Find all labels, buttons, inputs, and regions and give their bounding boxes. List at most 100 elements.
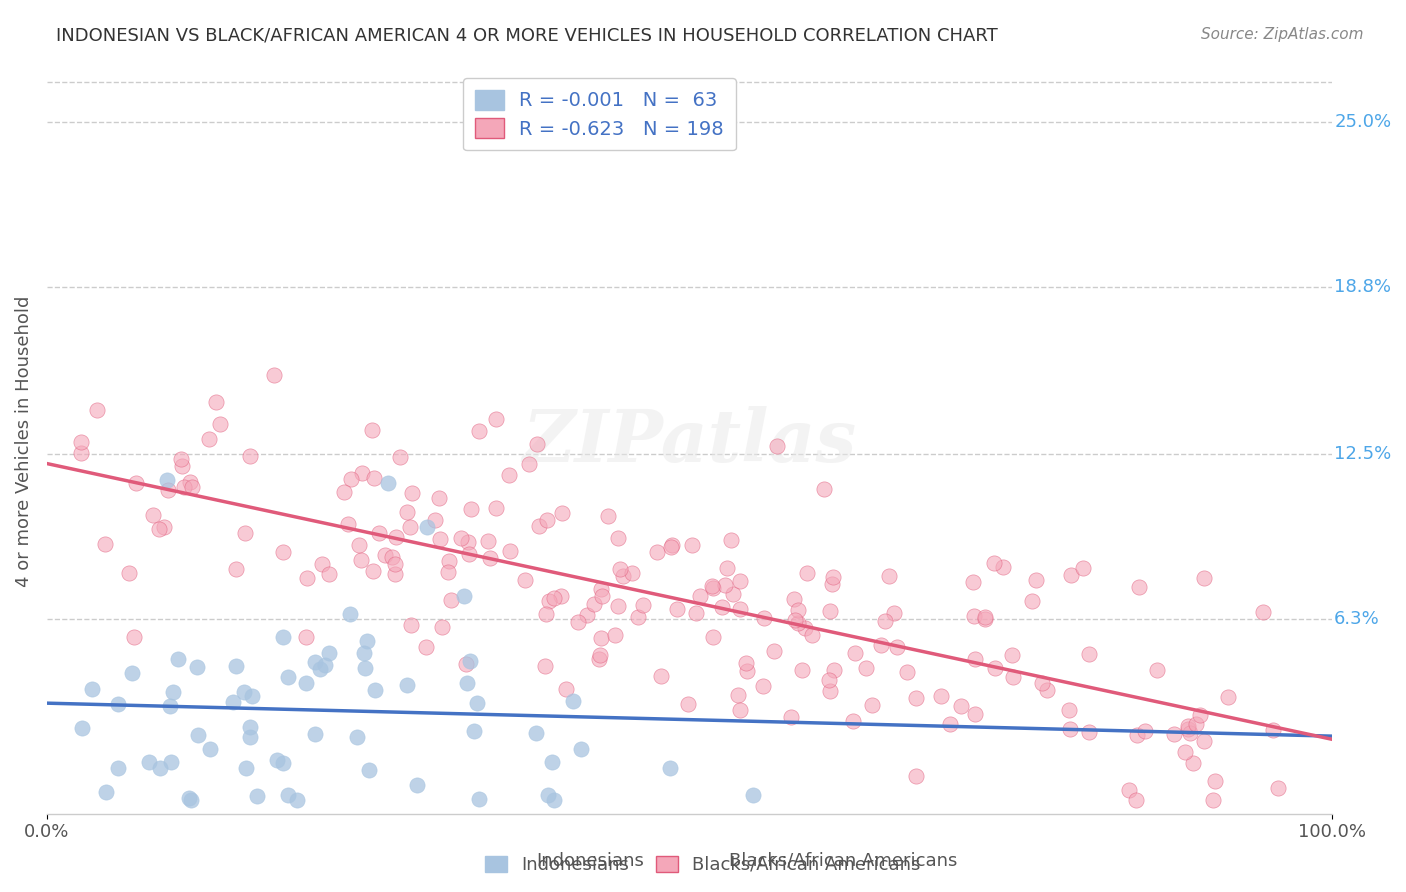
Point (730, 703, 752, 717)
Point (766, 439, 789, 453)
Point (162, 684, 184, 698)
Point (1251, 605, 1274, 619)
Point (1261, 723, 1284, 737)
Point (735, 656, 758, 670)
Point (950, 698, 973, 713)
Point (498, 468, 520, 483)
Point (823, 663, 845, 677)
Point (762, 644, 785, 658)
Point (591, 589, 613, 603)
Point (318, 567, 340, 582)
Point (1192, 571, 1215, 585)
Point (589, 648, 612, 663)
Point (94, 537, 117, 551)
Point (337, 516, 360, 531)
Point (991, 560, 1014, 574)
Point (1177, 722, 1199, 736)
Point (665, 602, 688, 616)
Point (702, 581, 724, 595)
Point (350, 553, 373, 567)
Point (353, 661, 375, 675)
Point (1036, 682, 1059, 697)
Point (173, 480, 195, 494)
Point (349, 538, 371, 552)
Point (107, 761, 129, 775)
Point (450, 531, 472, 545)
Point (627, 610, 650, 624)
Point (309, 662, 332, 676)
Point (533, 658, 555, 673)
Point (427, 491, 450, 506)
Point (676, 698, 699, 712)
Point (271, 756, 294, 770)
Point (527, 518, 550, 533)
Point (340, 472, 363, 486)
Point (596, 508, 619, 523)
Point (318, 646, 340, 660)
Point (477, 534, 499, 549)
Point (346, 730, 368, 744)
Point (240, 689, 263, 703)
Point (883, 606, 905, 620)
Point (1025, 573, 1047, 587)
Point (499, 544, 522, 558)
Point (1077, 724, 1099, 739)
Point (416, 520, 439, 534)
Point (1188, 708, 1211, 723)
Point (225, 658, 247, 673)
Legend: Indonesians, Blacks/African Americans: Indonesians, Blacks/African Americans (477, 847, 929, 883)
Point (783, 613, 806, 627)
Point (225, 561, 247, 575)
Point (875, 614, 897, 628)
Point (538, 593, 561, 607)
Point (631, 598, 654, 612)
Point (457, 535, 479, 549)
Text: 12.5%: 12.5% (1334, 445, 1392, 463)
Point (271, 630, 294, 644)
Point (723, 587, 745, 601)
Point (567, 615, 589, 630)
Point (515, 573, 537, 587)
Point (1192, 734, 1215, 748)
Point (233, 685, 256, 699)
Point (179, 475, 201, 489)
Point (974, 609, 997, 624)
Point (1178, 726, 1201, 740)
Point (720, 533, 742, 547)
Point (277, 789, 299, 803)
Point (460, 501, 482, 516)
Point (1126, 727, 1149, 741)
Point (125, 475, 148, 490)
Point (1031, 676, 1053, 690)
Point (198, 742, 221, 756)
Point (905, 769, 928, 783)
Point (689, 589, 711, 603)
Point (179, 790, 201, 805)
Point (727, 688, 749, 702)
Point (661, 538, 683, 552)
Point (1181, 756, 1204, 771)
Point (295, 571, 318, 585)
Point (1204, 774, 1226, 789)
Text: Indonesians: Indonesians (537, 852, 644, 870)
Point (239, 449, 262, 463)
Point (1174, 745, 1197, 759)
Point (886, 640, 908, 655)
Point (437, 565, 460, 579)
Point (983, 557, 1005, 571)
Point (1060, 568, 1083, 582)
Point (821, 570, 844, 584)
Point (973, 612, 995, 626)
Point (1185, 717, 1208, 731)
Y-axis label: 4 or more Vehicles in Household: 4 or more Vehicles in Household (15, 295, 32, 587)
Point (70, 434, 93, 449)
Point (239, 720, 262, 734)
Point (304, 727, 326, 741)
Point (534, 607, 557, 621)
Point (1002, 670, 1025, 684)
Point (1125, 793, 1147, 807)
Point (138, 755, 160, 769)
Point (148, 522, 170, 536)
Point (197, 433, 219, 447)
Point (896, 665, 918, 679)
